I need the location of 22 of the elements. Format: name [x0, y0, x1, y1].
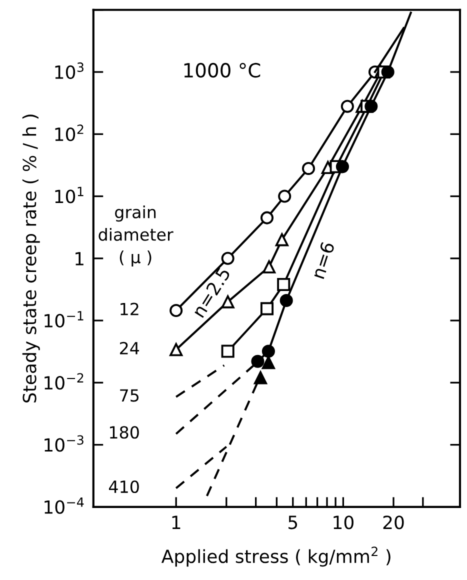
annotation: 1000 °C: [184, 62, 260, 78]
text: 75: [120, 389, 139, 402]
y-tick-label: 10$^{1}$: [55, 186, 84, 204]
y-tick-label: 10$^{−1}$: [44, 311, 84, 328]
x-tick-label: 1: [172, 516, 180, 529]
annotation: n=6: [310, 241, 335, 280]
x-tick-label: 10: [334, 516, 354, 530]
y-tick-label: 10$^{−2}$: [44, 373, 84, 390]
annotation: grain diameter ( μ ): [98, 205, 174, 267]
text: 410: [108, 480, 139, 494]
y-tick-label: 10$^{2}$: [55, 124, 84, 142]
x-tick-label: 5: [288, 516, 298, 530]
text: 180: [110, 426, 139, 439]
series-label: 12: [120, 302, 138, 316]
y-tick-label: 10$^{−4}$: [44, 498, 84, 514]
y-tick-label: 10$^{3}$: [55, 62, 84, 79]
x-axis-title: Applied stress ( kg/mm$^{2}$ ): [161, 546, 390, 567]
series-label: 24: [120, 342, 140, 354]
x-tick-label: 20: [383, 516, 404, 530]
y-axis-title: Steady state creep rate ( % / h ): [22, 114, 40, 402]
y-tick-label: 10$^{−3}$: [44, 435, 84, 452]
y-tick-label: 1: [76, 252, 84, 266]
